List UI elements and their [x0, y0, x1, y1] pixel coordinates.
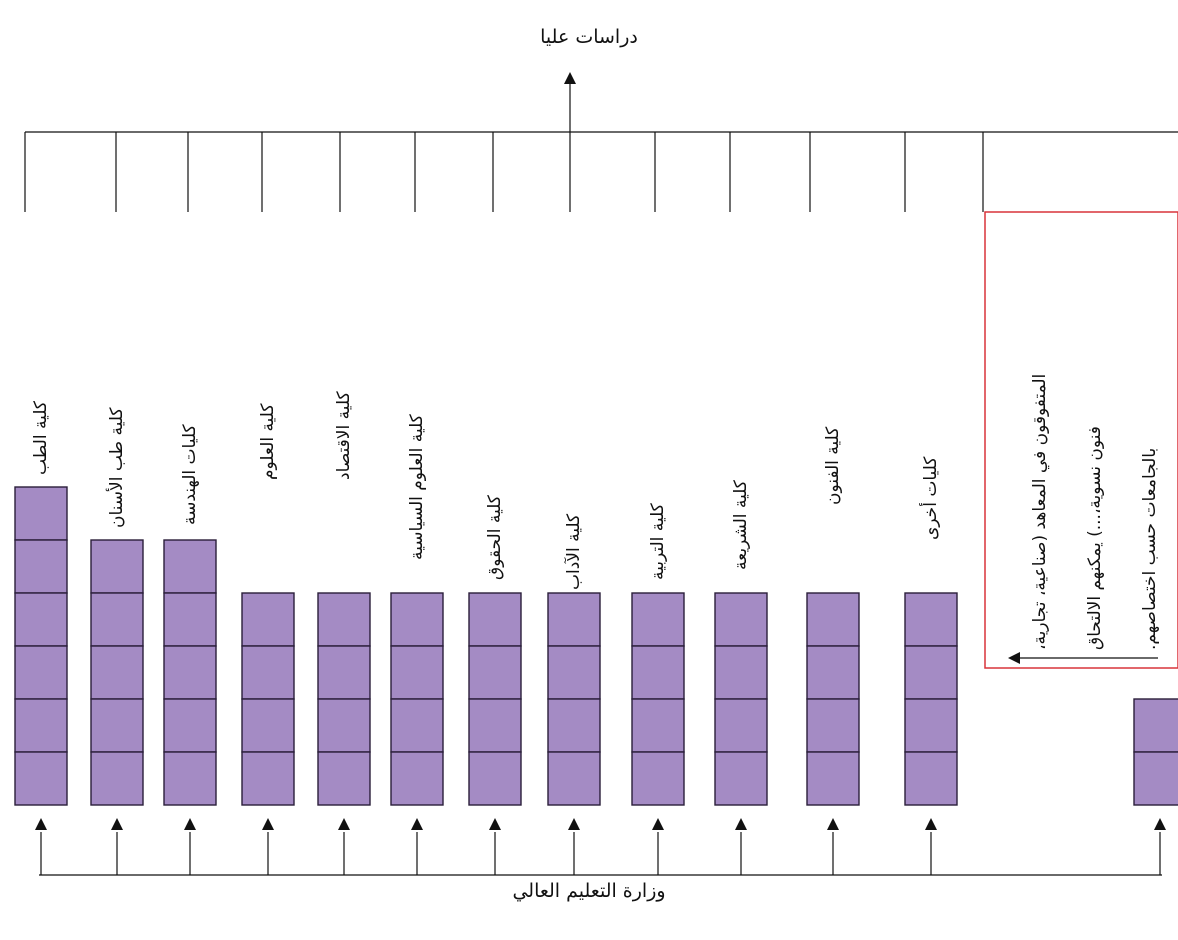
column-label: كلية الاقتصاد — [333, 391, 354, 480]
column-arrow-head — [652, 818, 664, 830]
column-label: كلية طب الأسنان — [106, 407, 127, 528]
column-arrow-head — [925, 818, 937, 830]
column-cell — [390, 698, 444, 753]
column-cell — [806, 592, 860, 647]
column-cell — [390, 592, 444, 647]
column-cell — [904, 592, 958, 647]
column-label: كلية التربية — [647, 503, 668, 580]
postgraduate-arrow-head — [564, 72, 576, 84]
note-line: المتفوقون في المعاهد (صناعية، تجارية، — [1029, 373, 1050, 650]
column-cell — [90, 645, 144, 700]
column-cell — [806, 751, 860, 806]
column-label: كلية الآداب — [563, 513, 584, 590]
column-arrow-head — [827, 818, 839, 830]
column-label: كلية الحقوق — [484, 495, 505, 580]
column-arrow-head — [1154, 818, 1166, 830]
column-label: كلية العلوم — [257, 403, 278, 480]
column-arrow-head — [111, 818, 123, 830]
column-cell — [631, 698, 685, 753]
column-cell — [714, 645, 768, 700]
column-arrow-head — [35, 818, 47, 830]
column-cell — [317, 592, 371, 647]
column-cell — [14, 539, 68, 594]
column-arrow-head — [184, 818, 196, 830]
column-cell — [241, 698, 295, 753]
column-cell — [547, 751, 601, 806]
column-cell — [468, 645, 522, 700]
column-label: كليات الهندسة — [179, 424, 200, 525]
column-cell — [163, 751, 217, 806]
column-cell — [90, 539, 144, 594]
column-cell — [714, 592, 768, 647]
column-arrow-head — [489, 818, 501, 830]
column-label: كلية الفنون — [822, 426, 843, 505]
column-cell — [163, 645, 217, 700]
column-cell — [547, 645, 601, 700]
column-cell — [163, 539, 217, 594]
column-cell — [163, 592, 217, 647]
column-cell — [317, 698, 371, 753]
note-border — [984, 211, 1178, 669]
column-cell — [806, 645, 860, 700]
column-cell — [631, 592, 685, 647]
column-arrow-head — [735, 818, 747, 830]
column-cell — [241, 751, 295, 806]
column-arrow-head — [338, 818, 350, 830]
column-cell — [317, 645, 371, 700]
column-cell — [547, 592, 601, 647]
column-cell — [317, 751, 371, 806]
column-arrow-head — [568, 818, 580, 830]
column-cell — [904, 698, 958, 753]
column-cell — [90, 592, 144, 647]
column-label: كلية الشريعة — [730, 480, 751, 570]
column-label: كلية الطب — [30, 401, 51, 475]
ministry-label: وزارة التعليم العالي — [512, 880, 666, 902]
column-cell — [1133, 698, 1178, 753]
note-line: بالجامعات حسب اختصاصهم. — [1139, 447, 1160, 650]
column-cell — [806, 698, 860, 753]
column-cell — [468, 592, 522, 647]
column-label: كليات أخرى — [920, 456, 941, 540]
column-cell — [14, 698, 68, 753]
column-cell — [14, 751, 68, 806]
column-cell — [714, 698, 768, 753]
column-cell — [631, 645, 685, 700]
column-cell — [390, 645, 444, 700]
column-arrow-head — [411, 818, 423, 830]
postgraduate-label: دراسات عليا — [540, 26, 638, 48]
note-arrow-head — [1008, 652, 1020, 664]
column-cell — [14, 486, 68, 541]
column-arrow-head — [262, 818, 274, 830]
column-cell — [714, 751, 768, 806]
column-cell — [241, 645, 295, 700]
column-cell — [390, 751, 444, 806]
column-cell — [468, 751, 522, 806]
column-cell — [904, 751, 958, 806]
column-cell — [90, 751, 144, 806]
note-line: فنون نسوية،...) يمكنهم الالتحاق — [1084, 426, 1105, 650]
column-cell — [904, 645, 958, 700]
column-cell — [241, 592, 295, 647]
column-cell — [1133, 751, 1178, 806]
column-cell — [468, 698, 522, 753]
column-cell — [631, 751, 685, 806]
column-cell — [14, 592, 68, 647]
column-cell — [90, 698, 144, 753]
column-cell — [14, 645, 68, 700]
column-label: كلية العلوم السياسية — [406, 414, 427, 560]
column-cell — [547, 698, 601, 753]
column-cell — [163, 698, 217, 753]
